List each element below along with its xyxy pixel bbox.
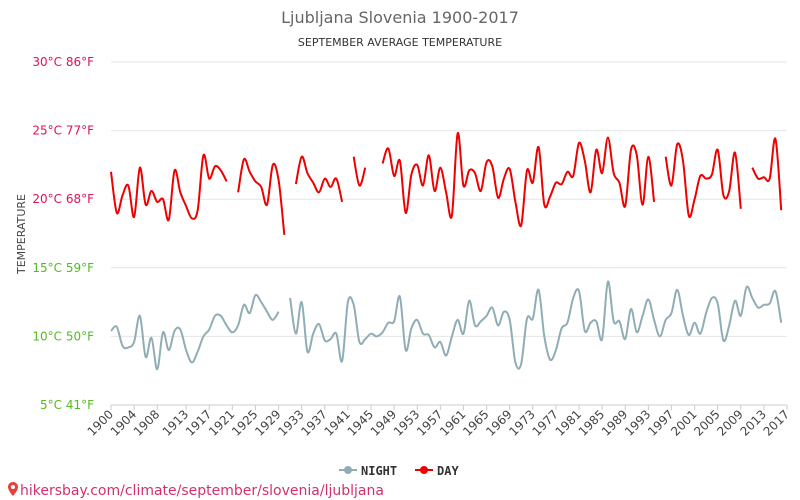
y-tick-label: 25°C 77°F [32, 124, 94, 138]
series-line-day [237, 157, 286, 235]
series-line-night [110, 293, 280, 371]
x-tick-label: 2009 [714, 407, 745, 438]
x-tick-label: 1977 [530, 407, 561, 438]
x-tick-label: 1961 [437, 407, 468, 438]
chart-subtitle: SEPTEMBER AVERAGE TEMPERATURE [298, 36, 502, 49]
legend-day-label: DAY [437, 464, 459, 478]
x-tick-label: 1997 [645, 407, 676, 438]
y-tick-label: 5°C 41°F [40, 398, 94, 412]
x-tick-label: 2001 [668, 407, 699, 438]
x-tick-label: 1945 [345, 407, 376, 438]
series-line-day [294, 155, 344, 203]
x-tick-label: 1989 [599, 407, 630, 438]
series-line-day [751, 137, 783, 211]
series-night [110, 280, 783, 371]
x-tick-label: 1953 [391, 407, 422, 438]
x-tick-label: 1913 [160, 407, 191, 438]
x-tick-label: 1941 [322, 407, 353, 438]
x-tick-label: 1973 [506, 407, 537, 438]
series-line-day [664, 142, 742, 219]
y-tick-label: 20°C 68°F [32, 192, 94, 206]
x-tick-label: 1985 [576, 407, 607, 438]
x-tick-label: 1925 [229, 407, 260, 438]
x-axis-ticks: 1900190419081913191719211925192919331937… [85, 404, 792, 439]
x-tick-label: 1921 [206, 407, 237, 438]
y-axis-ticks: 30°C 86°F 25°C 77°F 20°C 68°F 15°C 59°F 10°C… [32, 55, 94, 412]
x-tick-label: 1908 [131, 407, 162, 438]
series-line-night [289, 280, 783, 370]
legend-item-night[interactable]: NIGHT [339, 464, 397, 478]
x-tick-label: 1917 [183, 407, 214, 438]
legend-item-day[interactable]: DAY [415, 464, 459, 478]
series-line-day [352, 156, 367, 187]
series-day [110, 132, 783, 235]
chart-title: Ljubljana Slovenia 1900-2017 [281, 8, 519, 27]
x-tick-label: 1949 [368, 407, 399, 438]
x-tick-label: 1993 [622, 407, 653, 438]
x-tick-label: 1933 [275, 407, 306, 438]
x-tick-label: 1937 [298, 407, 329, 438]
legend: NIGHT DAY [339, 464, 459, 478]
x-tick-label: 1969 [483, 407, 514, 438]
y-tick-label: 10°C 50°F [32, 329, 94, 343]
y-tick-label: 15°C 59°F [32, 261, 94, 275]
x-tick-label: 1965 [460, 407, 491, 438]
legend-day-marker [420, 466, 428, 474]
grid [111, 61, 787, 406]
watermark-link[interactable]: hikersbay.com/climate/september/slovenia… [20, 483, 384, 499]
watermark[interactable]: hikersbay.com/climate/september/slovenia… [8, 482, 384, 499]
x-tick-label: 1957 [414, 407, 445, 438]
legend-night-label: NIGHT [361, 464, 397, 478]
x-tick-label: 1981 [553, 407, 584, 438]
map-pin-icon [8, 482, 18, 496]
x-tick-label: 2017 [761, 407, 792, 438]
x-tick-label: 2013 [738, 407, 769, 438]
x-tick-label: 2005 [691, 407, 722, 438]
y-axis-label: TEMPERATURE [15, 194, 28, 275]
x-tick-label: 1929 [252, 407, 283, 438]
series-line-day [381, 132, 656, 228]
series-line-day [110, 153, 228, 222]
legend-night-marker [344, 466, 352, 474]
x-tick-label: 1904 [108, 407, 139, 438]
y-tick-label: 30°C 86°F [32, 55, 94, 69]
series-lines [110, 132, 783, 371]
